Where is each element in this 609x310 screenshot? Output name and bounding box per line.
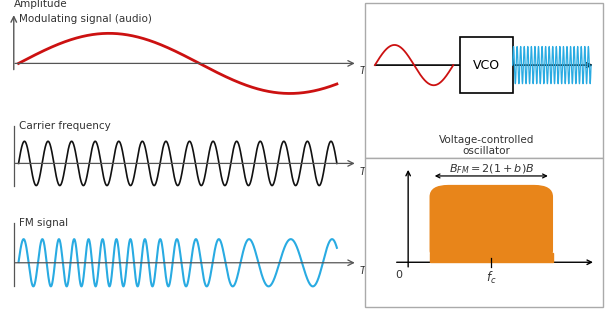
Text: $B_{FM} = 2(1 + b)B$: $B_{FM} = 2(1 + b)B$	[449, 162, 534, 176]
Text: $f_c$: $f_c$	[486, 270, 496, 286]
Text: Amplitude: Amplitude	[14, 0, 68, 9]
Text: Time: Time	[360, 167, 384, 177]
Polygon shape	[429, 253, 553, 262]
FancyBboxPatch shape	[365, 3, 603, 158]
Text: 0: 0	[395, 270, 402, 280]
Bar	[460, 37, 513, 93]
Text: Carrier frequency: Carrier frequency	[18, 121, 110, 131]
Text: FM signal: FM signal	[18, 218, 68, 228]
Text: VCO: VCO	[473, 59, 500, 72]
Text: Time: Time	[360, 66, 384, 76]
FancyBboxPatch shape	[429, 185, 553, 262]
Text: Time: Time	[360, 266, 384, 276]
FancyBboxPatch shape	[365, 158, 603, 307]
Text: Modulating signal (audio): Modulating signal (audio)	[18, 14, 152, 24]
Text: Voltage-controlled
oscillator: Voltage-controlled oscillator	[439, 135, 534, 157]
